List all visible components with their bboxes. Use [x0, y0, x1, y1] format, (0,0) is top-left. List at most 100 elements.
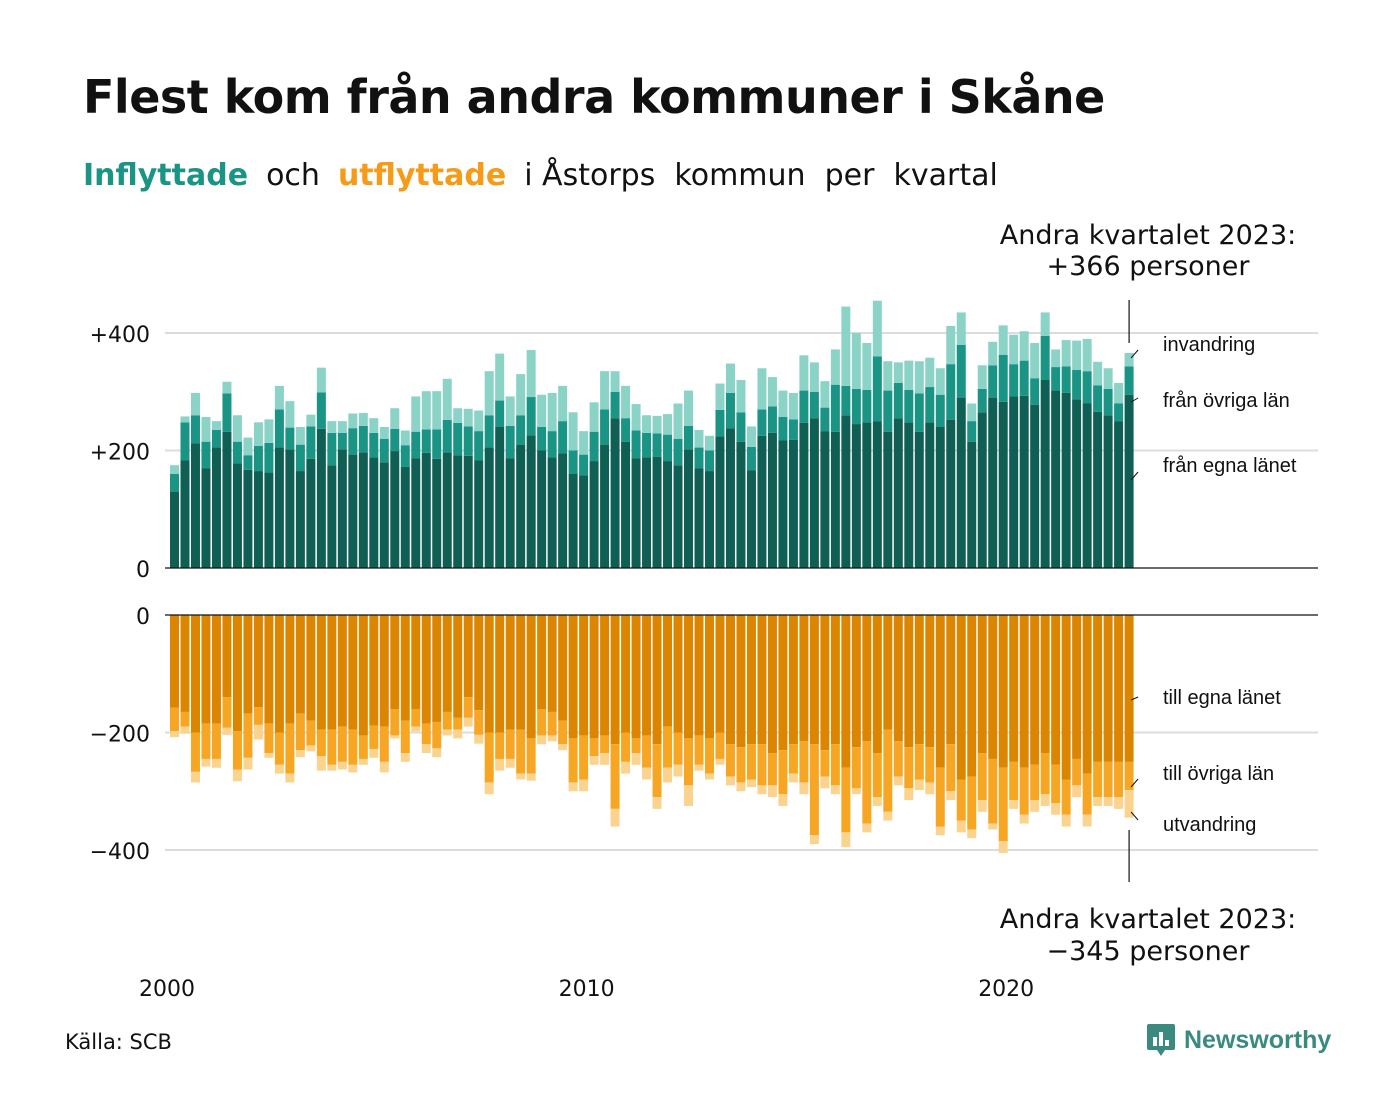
bar-in-other-counties: [243, 455, 253, 470]
bar-in-other-counties: [316, 392, 326, 429]
bar-out-other-counties: [253, 707, 263, 725]
bar-in-own-county: [369, 457, 379, 568]
bar-out-other-counties: [222, 697, 232, 728]
bar-in-own-county: [495, 427, 505, 568]
newsworthy-logo-icon: [1147, 1024, 1175, 1056]
bar-out-other-counties: [442, 711, 452, 730]
bar-in-other-counties: [306, 426, 316, 459]
bar-out-emigration: [316, 756, 326, 771]
bar-out-emigration: [463, 717, 473, 727]
bar-out-emigration: [505, 758, 515, 768]
bar-out-other-counties: [862, 741, 872, 824]
bar-out-other-counties: [809, 744, 819, 836]
bar-out-other-counties: [358, 735, 368, 759]
bar-out-other-counties: [316, 729, 326, 756]
bar-in-immigration: [704, 435, 714, 451]
bar-in-own-county: [998, 401, 1008, 568]
bar-in-other-counties: [704, 450, 714, 472]
bar-out-other-counties: [946, 744, 956, 792]
bar-out-emigration: [474, 734, 484, 744]
bar-out-other-counties: [274, 732, 284, 765]
bar-in-own-county: [1061, 392, 1071, 568]
bar-in-own-county: [201, 468, 211, 568]
bar-in-immigration: [851, 333, 861, 389]
bar-in-other-counties: [495, 400, 505, 427]
bar-out-other-counties: [642, 735, 652, 768]
bar-out-own-county: [925, 615, 935, 748]
bar-out-emigration: [778, 794, 788, 806]
bar-in-other-counties: [348, 428, 358, 455]
bar-in-own-county: [400, 466, 410, 568]
bar-in-other-counties: [274, 409, 284, 448]
bar-out-emigration: [453, 729, 463, 739]
bar-in-immigration: [537, 394, 547, 427]
bar-out-own-county: [904, 615, 914, 748]
labels: +400 +200 0 0 −200 −400 2000 2010 2020 Andra kvar…: [90, 220, 1297, 1002]
bar-in-immigration: [684, 390, 694, 426]
bar-in-other-counties: [830, 384, 840, 432]
bar-out-emigration: [684, 785, 694, 806]
bar-out-other-counties: [306, 720, 316, 746]
bar-in-own-county: [568, 474, 578, 568]
bar-in-own-county: [547, 457, 557, 568]
bar-out-own-county: [988, 615, 998, 759]
bar-in-own-county: [222, 431, 232, 568]
bar-out-own-county: [642, 615, 652, 736]
label-till-ovriga-lan: till övriga län: [1163, 763, 1274, 785]
bar-in-own-county: [589, 461, 599, 568]
bar-in-other-counties: [170, 474, 179, 492]
bar-out-emigration: [663, 767, 673, 783]
bar-out-own-county: [673, 615, 683, 733]
bar-in-immigration: [998, 325, 1008, 355]
bar-in-immigration: [725, 363, 735, 393]
bar-in-own-county: [621, 441, 631, 568]
bar-in-own-county: [390, 451, 400, 568]
bar-out-other-counties: [348, 729, 358, 765]
bar-in-immigration: [1072, 340, 1082, 371]
y-tick-label-top: +400: [90, 323, 150, 348]
bar-in-own-county: [432, 458, 442, 568]
bar-out-emigration: [442, 729, 452, 736]
bar-out-other-counties: [893, 741, 903, 777]
bar-out-emigration: [306, 745, 316, 752]
chart-title: Flest kom från andra kommuner i Skåne: [83, 70, 1105, 124]
bar-out-own-county: [589, 615, 599, 739]
bar-in-other-counties: [568, 450, 578, 474]
bar-in-own-county: [725, 428, 735, 568]
bar-out-other-counties: [390, 709, 400, 736]
bar-in-other-counties: [778, 417, 788, 441]
bar-in-other-counties: [820, 407, 830, 432]
bar-in-own-county: [1103, 415, 1113, 568]
bar-out-own-county: [977, 615, 987, 754]
bar-in-own-county: [830, 431, 840, 568]
bar-in-immigration: [977, 365, 987, 389]
bar-in-own-county: [600, 444, 610, 568]
bar-out-other-counties: [988, 758, 998, 824]
bar-out-own-county: [463, 615, 473, 698]
bar-in-immigration: [715, 383, 725, 410]
bar-in-other-counties: [421, 429, 431, 453]
bar-out-own-county: [232, 615, 242, 732]
bar-in-immigration: [757, 368, 767, 410]
bar-in-own-county: [946, 419, 956, 568]
bar-out-own-county: [253, 615, 263, 708]
bar-out-own-county: [170, 615, 179, 708]
bar-in-other-counties: [872, 356, 882, 422]
bar-in-immigration: [1103, 368, 1113, 389]
bar-out-emigration: [767, 785, 777, 798]
bar-out-other-counties: [694, 735, 704, 765]
bar-out-emigration: [190, 771, 200, 783]
bar-in-other-counties: [862, 389, 872, 423]
bar-out-own-county: [348, 615, 358, 730]
bar-in-immigration: [631, 404, 641, 431]
bar-in-other-counties: [642, 432, 652, 458]
bar-out-own-county: [725, 615, 735, 745]
bar-in-own-county: [306, 458, 316, 568]
bar-out-own-county: [809, 615, 819, 745]
bar-out-own-county: [526, 615, 536, 739]
bar-out-own-county: [631, 615, 641, 739]
bar-in-other-counties: [725, 392, 735, 429]
bar-out-emigration: [694, 764, 704, 771]
bar-in-own-county: [1114, 421, 1124, 568]
bar-in-immigration: [170, 465, 179, 474]
